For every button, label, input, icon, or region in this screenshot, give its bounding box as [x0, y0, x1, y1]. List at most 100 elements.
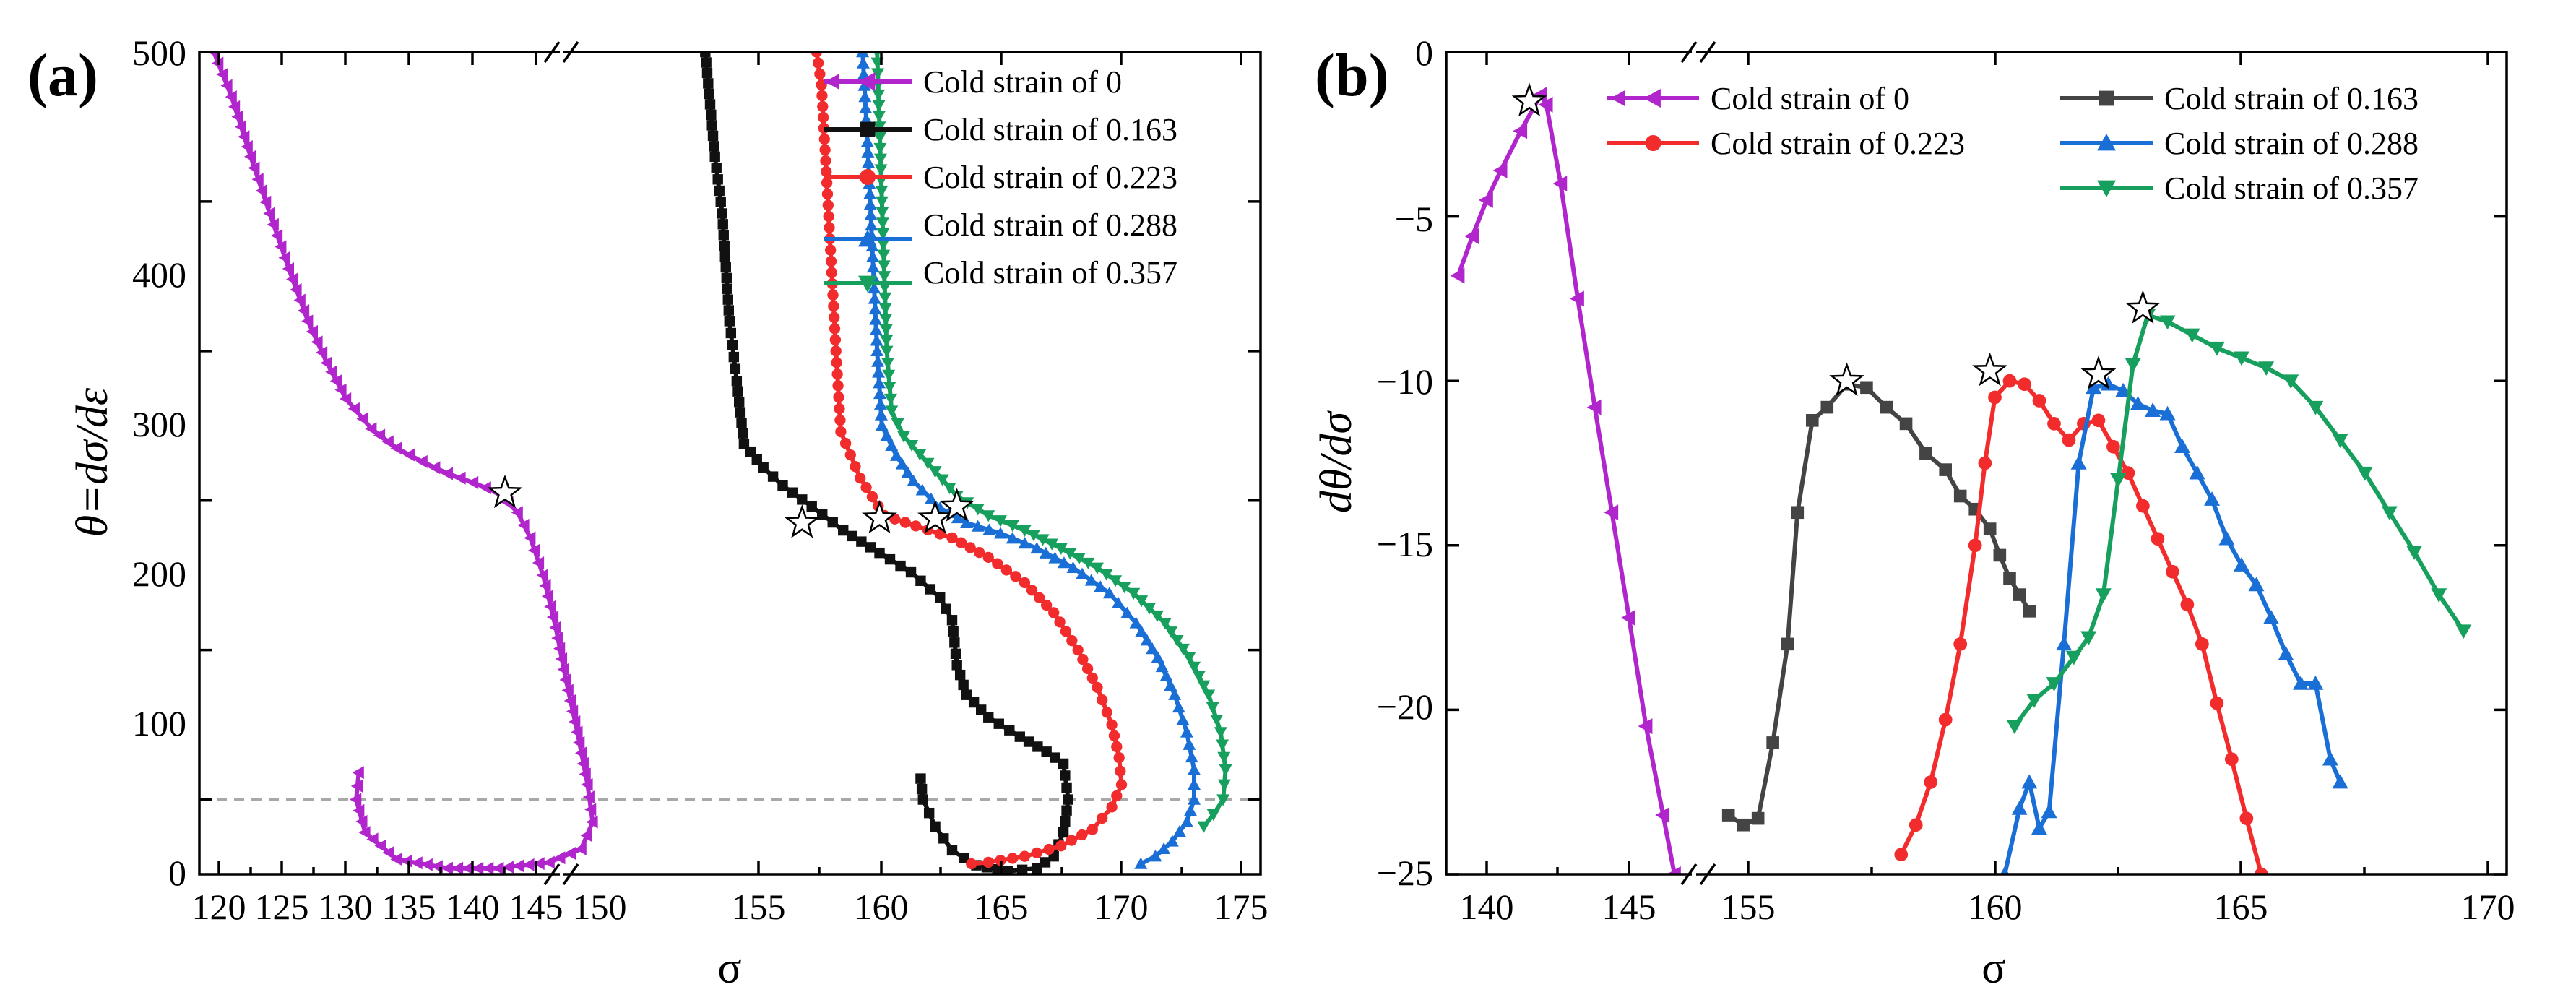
y-tick-label: 100 [132, 703, 186, 743]
data-point [866, 250, 880, 262]
plot-area-b [1450, 82, 2472, 874]
data-point [878, 292, 892, 304]
data-point [734, 396, 745, 408]
legend-a: Cold strain of 0 Cold strain of 0.163 Co… [824, 64, 1177, 293]
data-point [539, 579, 551, 592]
data-point [2013, 588, 2026, 601]
data-point [220, 79, 233, 92]
data-point [822, 199, 834, 211]
y-tick-label: −15 [1377, 524, 1433, 564]
data-point [2023, 605, 2036, 618]
data-point [2000, 866, 2010, 874]
axis-frame-left-b [1445, 51, 1692, 876]
data-point [502, 861, 514, 874]
data-point [873, 142, 887, 155]
data-point [847, 530, 858, 542]
data-point [561, 684, 574, 697]
y-tick-label: −5 [1395, 199, 1433, 239]
data-point [2234, 557, 2249, 572]
data-point [728, 351, 740, 363]
data-point [1092, 681, 1103, 694]
data-point [777, 480, 788, 491]
data-point [2002, 374, 2017, 388]
data-point [715, 197, 726, 207]
data-point [2332, 434, 2348, 449]
series-cs357 [2006, 290, 2472, 735]
data-point [1183, 804, 1197, 816]
data-point [905, 439, 919, 452]
data-point [584, 803, 597, 816]
data-point [557, 663, 569, 676]
data-point [1102, 587, 1116, 599]
data-point [566, 704, 579, 718]
data-point [701, 67, 713, 79]
data-point [992, 863, 1003, 874]
data-point [1014, 731, 1025, 742]
legend-marker [1645, 134, 1661, 152]
data-point [546, 611, 559, 624]
data-point [1655, 807, 1670, 824]
data-point [875, 419, 889, 431]
data-point [1751, 811, 1765, 825]
data-point [571, 725, 583, 739]
data-point [586, 815, 598, 829]
data-point [731, 376, 743, 387]
data-point [1118, 582, 1131, 594]
data-point [706, 109, 717, 121]
data-point [352, 766, 364, 780]
data-point [1621, 609, 1635, 626]
data-point [876, 207, 889, 219]
data-point [883, 382, 896, 394]
data-point [2406, 546, 2423, 560]
data-point [1032, 741, 1043, 752]
data-point [806, 501, 817, 512]
data-point [1076, 829, 1088, 841]
data-point [915, 483, 929, 496]
x-axis-title-a: σ [717, 944, 741, 993]
data-point [864, 208, 878, 220]
data-point [821, 188, 834, 200]
data-point [719, 251, 730, 262]
data-point [709, 141, 719, 152]
data-point [2208, 341, 2225, 356]
x-axis-title-b: σ [1981, 944, 2005, 993]
y-tick-label: 300 [132, 404, 186, 444]
series-line [212, 52, 595, 871]
data-point [1031, 847, 1042, 858]
x-tick-label: 140 [446, 887, 500, 927]
data-point [738, 428, 748, 439]
data-point [1217, 751, 1231, 764]
data-point [954, 669, 966, 681]
data-point [2062, 433, 2076, 447]
data-point [1192, 671, 1206, 683]
data-point [923, 807, 935, 819]
data-point [983, 712, 994, 723]
data-point [1115, 779, 1128, 790]
data-point [873, 111, 886, 123]
legend-marker [1643, 89, 1661, 108]
series-cs288 [2000, 355, 2348, 874]
data-point [915, 575, 926, 586]
data-point [415, 454, 428, 468]
data-point [723, 305, 734, 316]
data-point [825, 244, 837, 256]
data-point [831, 357, 842, 368]
data-point [2011, 800, 2028, 815]
data-point [1202, 689, 1216, 702]
data-point [1108, 730, 1120, 741]
data-point [767, 471, 779, 482]
data-point [311, 335, 323, 349]
data-point [441, 467, 453, 480]
data-point [2278, 646, 2294, 660]
x-tick-label: 135 [382, 887, 436, 927]
data-point [873, 52, 881, 59]
data-point [390, 441, 402, 455]
axis-frame-right-a [563, 51, 1262, 876]
data-point [874, 408, 888, 421]
peak-star-marker [2080, 355, 2117, 389]
peak-star-marker [939, 488, 975, 522]
data-point [1206, 702, 1219, 714]
data-point [872, 89, 886, 102]
data-point [718, 230, 729, 241]
data-point [724, 316, 735, 327]
